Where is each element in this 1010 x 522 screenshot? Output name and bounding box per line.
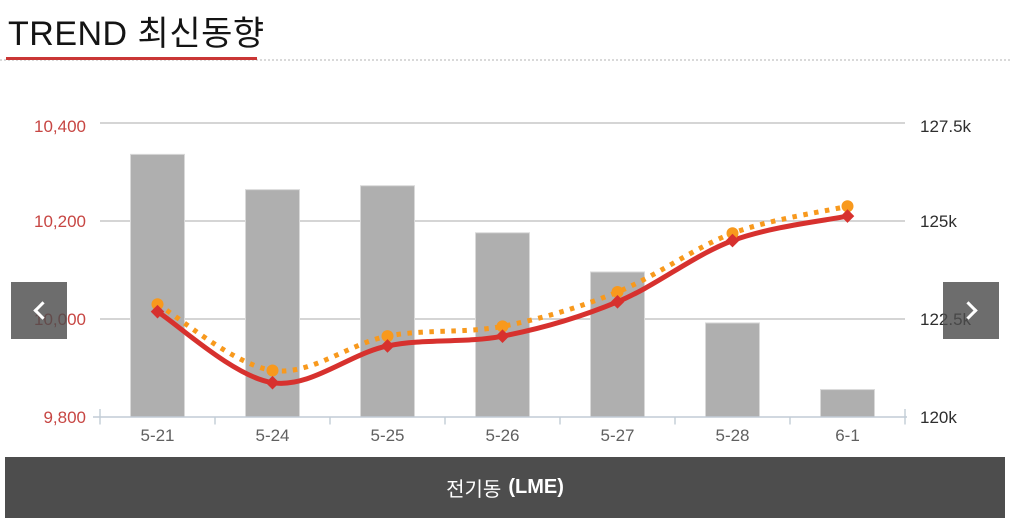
- right-axis-tick: 125k: [920, 212, 957, 231]
- x-axis-label: 5-28: [715, 426, 750, 445]
- x-axis-label: 5-27: [600, 426, 635, 445]
- chart-caption-bar: 전기동 (LME): [5, 457, 1005, 518]
- caption-exchange-label: (LME): [508, 476, 564, 498]
- left-axis-tick: 9,800: [43, 408, 86, 427]
- right-axis-tick: 127.5k: [920, 117, 972, 136]
- next-button[interactable]: [943, 282, 999, 339]
- x-axis-label: 5-26: [485, 426, 520, 445]
- right-axis-tick: 120k: [920, 408, 957, 427]
- chevron-right-icon: [958, 301, 978, 320]
- left-axis-tick: 10,200: [34, 212, 86, 231]
- x-axis-label: 5-25: [370, 426, 405, 445]
- x-axis-label: 6-1: [835, 426, 860, 445]
- header-accent-underline: [6, 57, 257, 60]
- x-axis-label: 5-21: [140, 426, 175, 445]
- prev-button[interactable]: [11, 282, 67, 339]
- x-axis-label: 5-24: [255, 426, 290, 445]
- left-axis-tick: 10,400: [34, 117, 86, 136]
- chevron-left-icon: [32, 301, 52, 320]
- caption-market-label: 전기동: [446, 479, 502, 501]
- page-title: TREND 최신동향: [8, 15, 265, 53]
- header-dotted-divider: [0, 59, 1010, 61]
